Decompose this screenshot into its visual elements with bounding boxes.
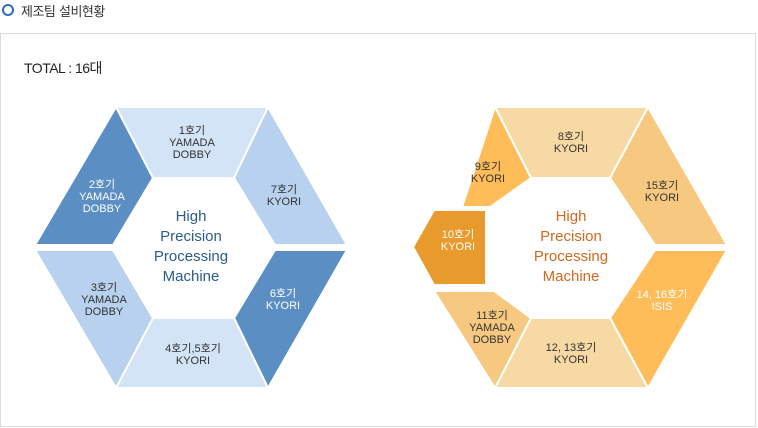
total-count: TOTAL : 16대 <box>24 60 102 76</box>
left-segment-label-line-2: KYORI <box>267 196 301 208</box>
left-center-label-line-1: High <box>176 208 207 225</box>
right-segment-label-line-2: ISIS <box>652 301 673 313</box>
right-segment-label-line-2: KYORI <box>554 143 588 155</box>
right-center-label-line-2: Precision <box>540 228 602 245</box>
right-segment-label-line-1: 11호기 <box>476 309 508 322</box>
right-segment-label-line-2: KYORI <box>471 173 505 185</box>
left-center-label-line-4: Machine <box>163 268 220 285</box>
right-segment-label-line-1: 15호기 <box>646 179 678 192</box>
left-segment-label-line-3: DOBBY <box>85 306 124 318</box>
left-segment-label-line-2: KYORI <box>176 355 210 367</box>
right-center-shape <box>485 177 657 319</box>
left-segment-label-line-2: KYORI <box>266 300 300 312</box>
right-segment-label-line-2: KYORI <box>645 192 679 204</box>
left-segment-label-line-1: 7호기 <box>271 183 297 196</box>
left-segment-label-line-1: 4호기,5호기 <box>165 342 221 355</box>
left-segment-label-line-2: YAMADA <box>81 294 127 306</box>
right-segment-label-line-1: 9호기 <box>475 160 501 173</box>
right-center-label-line-1: High <box>556 208 587 225</box>
left-segment-label-line-1: 1호기 <box>179 124 205 137</box>
left-hexagon: 1호기YAMADADOBBY7호기KYORI6호기KYORI4호기,5호기KYO… <box>33 104 349 391</box>
left-center-label-line-2: Precision <box>160 228 222 245</box>
left-segment-label-line-2: YAMADA <box>79 191 125 203</box>
right-segment-label-line-2: KYORI <box>554 354 588 366</box>
left-center-label-line-3: Processing <box>154 248 228 265</box>
left-center-shape <box>111 177 277 319</box>
section-title: 제조팀 설비현황 <box>2 0 105 20</box>
left-segment-shape <box>232 104 349 246</box>
right-center-label-line-3: Processing <box>534 248 608 265</box>
right-segment-label-line-3: DOBBY <box>473 334 512 346</box>
right-segment-label-line-1: 8호기 <box>558 130 584 143</box>
left-segment-label-line-1: 3호기 <box>91 281 117 294</box>
right-center-label-line-4: Machine <box>543 268 600 285</box>
left-segment-label-line-3: DOBBY <box>173 149 212 161</box>
right-segment-label-line-2: KYORI <box>441 241 475 253</box>
circle-bullet-icon <box>2 4 14 16</box>
right-segment-label-line-1: 10호기 <box>442 228 474 241</box>
left-segment-label-line-3: DOBBY <box>83 203 122 215</box>
right-segment-label-line-1: 14, 16호기 <box>637 288 688 301</box>
left-segment-label-line-1: 2호기 <box>89 178 115 191</box>
left-segment-label-line-1: 6호기 <box>270 287 296 300</box>
left-segment-label-line-2: YAMADA <box>169 137 215 149</box>
right-segment-shape <box>608 104 729 246</box>
right-segment-label-line-2: YAMADA <box>469 322 515 334</box>
section-title-text: 제조팀 설비현황 <box>21 4 105 20</box>
right-segment-label-line-1: 12, 13호기 <box>546 341 597 354</box>
